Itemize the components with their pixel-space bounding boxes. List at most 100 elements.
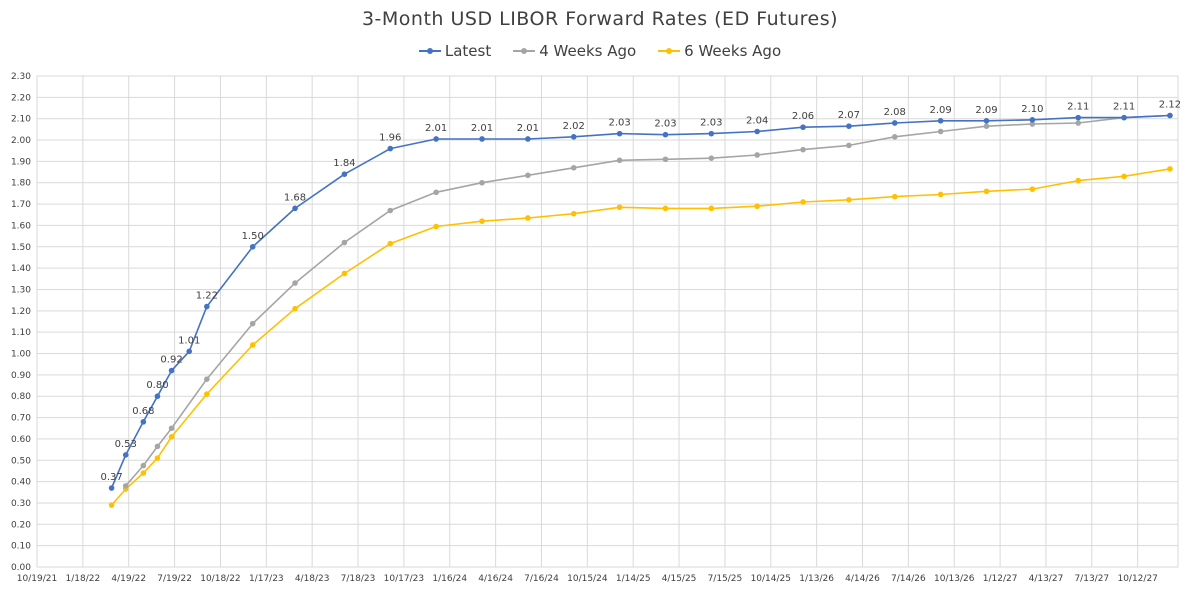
x-tick-label: 7/19/22	[157, 574, 192, 584]
data-point	[846, 197, 852, 203]
x-tick-label: 10/18/22	[200, 574, 240, 584]
y-tick-label: 0.10	[11, 542, 31, 552]
data-label: 2.11	[1113, 102, 1135, 113]
legend-item: Latest	[418, 42, 491, 60]
x-tick-label: 4/13/27	[1029, 574, 1064, 584]
data-label: 2.01	[471, 123, 493, 134]
y-tick-label: 1.40	[11, 264, 31, 274]
legend-swatch	[658, 45, 681, 57]
legend: Latest 4 Weeks Ago 6 Weeks Ago	[0, 42, 1200, 60]
data-point	[616, 157, 623, 164]
data-point	[204, 391, 210, 397]
data-point	[341, 270, 348, 277]
data-point	[168, 425, 175, 432]
data-point	[800, 146, 806, 153]
data-point	[525, 215, 531, 221]
data-point	[292, 205, 298, 212]
data-point	[433, 223, 439, 230]
x-tick-label: 1/18/22	[66, 574, 101, 584]
data-point	[570, 134, 577, 140]
legend-item: 4 Weeks Ago	[513, 42, 636, 60]
data-label: 2.12	[1159, 99, 1181, 110]
data-point	[479, 218, 485, 224]
data-label: 0.37	[100, 472, 122, 483]
data-point	[292, 305, 298, 312]
data-point	[154, 443, 161, 450]
legend-swatch	[418, 45, 441, 57]
data-point	[433, 136, 439, 142]
legend-swatch	[513, 45, 536, 57]
y-tick-label: 0.30	[11, 499, 31, 509]
y-tick-label: 1.50	[11, 243, 31, 253]
data-point	[525, 172, 531, 179]
y-tick-label: 2.10	[11, 115, 31, 125]
data-point	[108, 502, 115, 508]
data-point	[1075, 120, 1082, 126]
y-tick-label: 2.20	[11, 93, 31, 103]
data-point	[891, 134, 898, 140]
data-point	[708, 130, 715, 137]
data-point	[754, 152, 760, 158]
data-point	[983, 118, 990, 124]
data-point	[168, 367, 175, 374]
data-point	[433, 189, 439, 196]
data-point	[800, 124, 806, 131]
data-point	[570, 210, 577, 217]
plot-area-border	[36, 75, 1179, 568]
data-point	[122, 452, 129, 458]
data-point	[154, 455, 161, 461]
data-point	[341, 239, 348, 246]
data-point	[387, 145, 394, 152]
data-label: 2.08	[884, 107, 906, 118]
data-point	[662, 131, 669, 138]
data-point	[249, 342, 256, 348]
data-label: 2.01	[425, 123, 447, 134]
data-point	[140, 419, 147, 425]
data-point	[479, 136, 485, 142]
data-point	[140, 462, 147, 469]
data-point	[1075, 114, 1082, 121]
x-tick-label: 10/15/24	[567, 574, 608, 584]
y-tick-label: 1.30	[11, 285, 31, 295]
y-tick-label: 1.20	[11, 307, 31, 317]
data-point	[108, 485, 115, 491]
data-label: 2.01	[517, 123, 539, 134]
data-point	[1029, 121, 1036, 127]
data-point	[708, 205, 715, 212]
data-label: 1.01	[178, 335, 200, 346]
x-tick-label: 7/16/24	[524, 574, 559, 584]
y-tick-label: 0.00	[11, 563, 31, 573]
data-point	[525, 136, 531, 142]
x-tick-label: 10/19/21	[17, 574, 57, 584]
data-label: 2.02	[563, 121, 585, 132]
y-tick-label: 0.70	[11, 414, 31, 424]
y-tick-label: 0.50	[11, 456, 31, 466]
y-tick-label: 0.40	[11, 478, 31, 488]
data-point	[122, 483, 129, 489]
data-point	[387, 240, 394, 247]
y-tick-label: 1.70	[11, 200, 31, 210]
data-point	[292, 280, 298, 286]
data-point	[570, 164, 577, 171]
y-tick-label: 0.80	[11, 392, 31, 402]
x-tick-label: 4/18/23	[295, 574, 330, 584]
x-tick-label: 7/15/25	[708, 574, 743, 584]
x-tick-label: 4/14/26	[845, 574, 880, 584]
data-point	[662, 156, 669, 163]
y-tick-label: 1.80	[11, 179, 31, 189]
data-point	[387, 207, 394, 214]
x-tick-label: 4/16/24	[478, 574, 513, 584]
data-point	[846, 142, 852, 149]
data-point	[937, 118, 944, 124]
data-point	[891, 120, 898, 126]
data-point	[708, 155, 715, 161]
y-tick-label: 1.90	[11, 157, 31, 167]
data-point	[616, 130, 623, 137]
legend-item: 6 Weeks Ago	[658, 42, 781, 60]
data-label: 2.03	[700, 118, 722, 129]
data-point	[846, 123, 852, 129]
y-tick-label: 1.10	[11, 328, 31, 338]
data-label: 2.06	[792, 111, 814, 122]
data-point	[140, 470, 147, 476]
